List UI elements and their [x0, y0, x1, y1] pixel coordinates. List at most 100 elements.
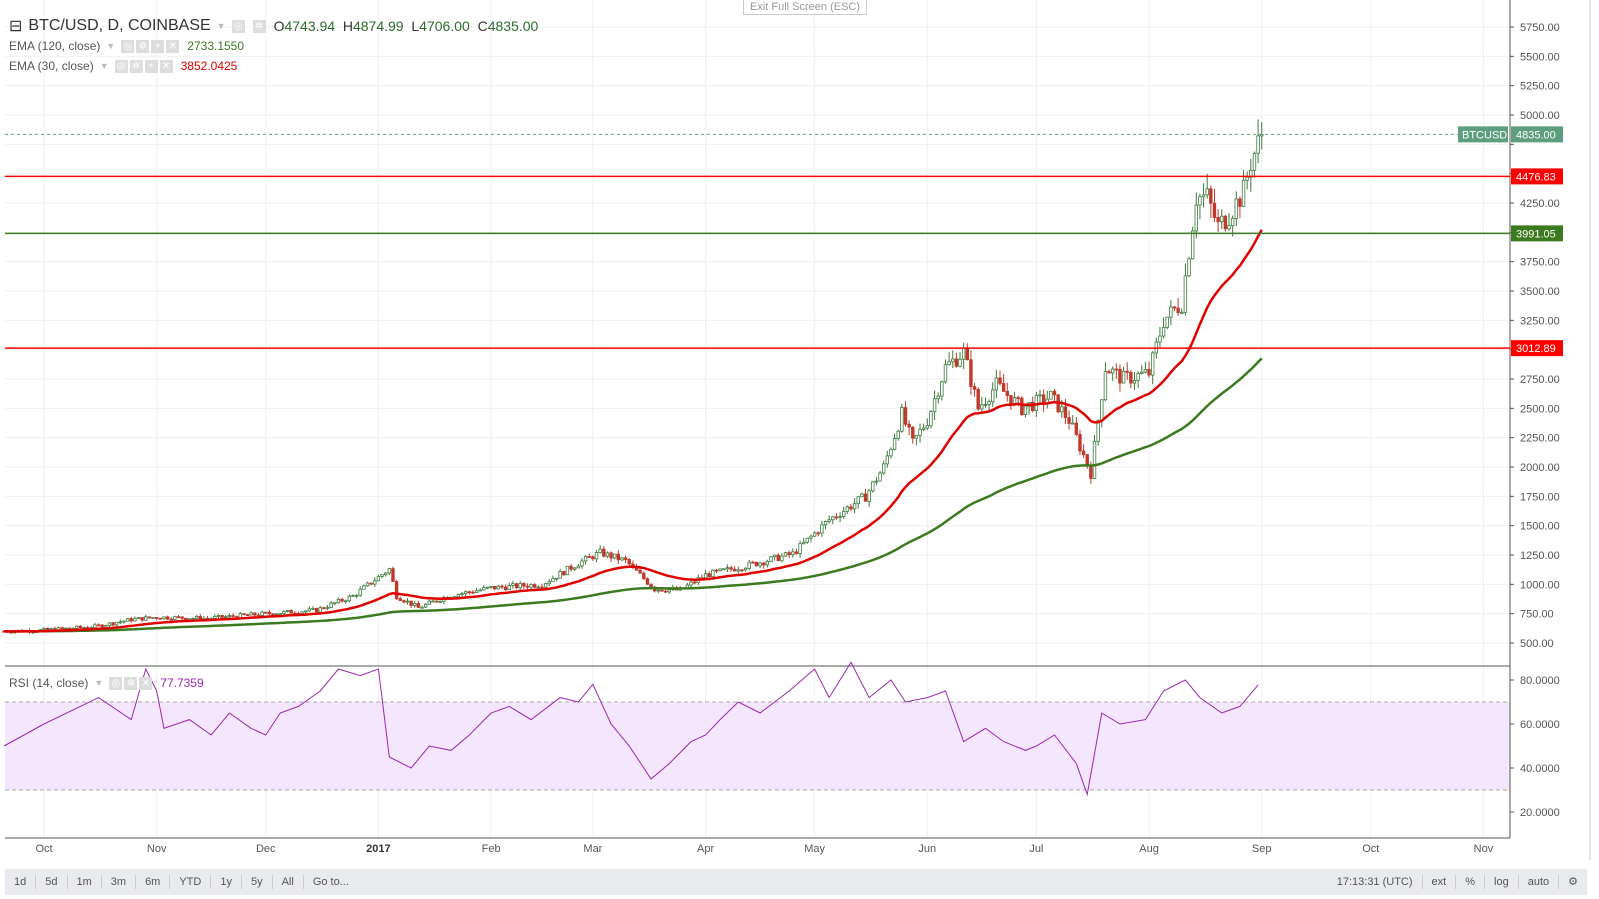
candle-body — [242, 613, 246, 616]
candle-body — [1023, 406, 1028, 416]
candle-body — [972, 386, 977, 390]
eye-icon[interactable]: ◎ — [231, 19, 245, 33]
candle-body — [834, 516, 839, 519]
candle-body — [115, 622, 119, 626]
candle-body — [154, 617, 159, 619]
clock: 17:13:31 (UTC) — [1328, 875, 1423, 889]
price-tick-label: 5250.00 — [1520, 81, 1560, 93]
range-6m[interactable]: 6m — [136, 875, 171, 889]
candle-body — [1190, 230, 1195, 260]
ema30-label[interactable]: EMA (30, close) — [9, 58, 94, 73]
range-1y[interactable]: 1y — [211, 875, 242, 889]
chevron-down-icon[interactable]: ▼ — [106, 40, 116, 51]
ema30-value: 3852.0425 — [180, 58, 238, 73]
candle-body — [907, 423, 911, 428]
candle-body — [1241, 179, 1246, 207]
candle-body — [1096, 420, 1100, 442]
plus-icon[interactable]: + — [144, 60, 158, 73]
percent-toggle[interactable]: % — [1456, 875, 1486, 889]
candle-body — [191, 617, 195, 620]
auto-toggle[interactable]: auto — [1519, 875, 1560, 889]
date-tick-label: Jun — [918, 843, 936, 855]
candle-body — [1230, 218, 1235, 227]
settings-gear-icon[interactable]: ⚙ — [1568, 876, 1578, 888]
chevron-down-icon[interactable]: ▼ — [94, 677, 104, 688]
price-tick-label: 2500.00 — [1520, 403, 1560, 415]
collapse-icon[interactable]: ⊟ — [9, 18, 23, 35]
eye-icon[interactable]: ◎ — [114, 60, 128, 73]
eye-icon[interactable]: ◎ — [109, 677, 123, 690]
log-toggle[interactable]: log — [1485, 875, 1519, 889]
candle-body — [416, 603, 421, 608]
rsi-tick-label: 60.0000 — [1520, 719, 1560, 731]
plus-icon[interactable]: + — [151, 40, 165, 53]
bottom-toolbar: 1d 5d 1m 3m 6m YTD 1y 5y All Go to... 17… — [5, 869, 1587, 895]
price-tick-label: 3500.00 — [1520, 286, 1560, 298]
date-tick-label: Nov — [147, 843, 167, 855]
gear-icon[interactable]: ✲ — [252, 19, 266, 33]
gear-icon[interactable]: ✲ — [124, 677, 138, 690]
candle-body — [1132, 379, 1137, 384]
candle-body — [533, 584, 537, 588]
candle-body — [1143, 369, 1148, 373]
symbol-label: BTCUSD — [1462, 129, 1507, 141]
ext-toggle[interactable]: ext — [1423, 875, 1457, 889]
candle-body — [118, 621, 123, 624]
candle-body — [529, 584, 533, 588]
range-3m[interactable]: 3m — [102, 875, 137, 889]
candle-body — [740, 569, 744, 572]
eye-icon[interactable]: ◎ — [121, 40, 135, 53]
candle-body — [961, 347, 966, 360]
candle-body — [522, 583, 526, 587]
ema30-legend: EMA (30, close) ▼ ◎ ✲ + ✕ 3852.0425 — [9, 58, 237, 73]
candle-body — [387, 568, 392, 574]
candle-body — [413, 603, 417, 606]
exit-fullscreen-button[interactable]: Exit Full Screen (ESC) — [743, 0, 868, 15]
candle-body — [96, 624, 101, 627]
ema-120-line — [4, 357, 1263, 633]
candle-body — [314, 607, 319, 613]
candle-body — [802, 541, 806, 545]
close-icon[interactable]: ✕ — [166, 40, 180, 53]
chevron-down-icon[interactable]: ▼ — [216, 21, 226, 31]
candle-body — [751, 561, 755, 564]
last-price-label-bg — [1511, 126, 1563, 143]
range-ytd[interactable]: YTD — [170, 875, 212, 889]
candle-body — [133, 618, 137, 622]
gear-icon[interactable]: ✲ — [129, 60, 143, 73]
range-5d[interactable]: 5d — [36, 875, 68, 889]
symbol-title[interactable]: BTC/USD, D, COINBASE — [28, 17, 211, 34]
rsi-tick-label: 80.0000 — [1520, 675, 1560, 687]
candle-body — [420, 606, 424, 609]
rsi-label[interactable]: RSI (14, close) — [9, 675, 89, 690]
candle-body — [1169, 306, 1173, 318]
chevron-down-icon[interactable]: ▼ — [99, 60, 109, 71]
candle-body — [605, 552, 610, 557]
candle-body — [380, 574, 384, 577]
range-1m[interactable]: 1m — [68, 875, 102, 889]
candle-body — [794, 551, 799, 554]
candle-body — [914, 434, 919, 439]
candle-body — [929, 411, 933, 427]
candle-body — [569, 565, 573, 570]
range-1d[interactable]: 1d — [5, 875, 37, 889]
range-all[interactable]: All — [273, 875, 304, 889]
candle-body — [158, 617, 163, 620]
date-tick-label: 2017 — [366, 843, 390, 855]
candle-body — [1052, 390, 1057, 396]
candle-body — [965, 347, 969, 361]
gear-icon[interactable]: ✲ — [136, 40, 150, 53]
goto-button[interactable]: Go to... — [312, 876, 349, 888]
close-icon[interactable]: ✕ — [139, 677, 153, 690]
price-tick-label: 1000.00 — [1520, 579, 1560, 591]
candle-body — [151, 617, 155, 619]
close-icon[interactable]: ✕ — [159, 60, 173, 73]
candle-body — [987, 401, 991, 405]
ema120-label[interactable]: EMA (120, close) — [9, 38, 101, 53]
range-5y[interactable]: 5y — [242, 875, 273, 889]
candle-body — [536, 586, 541, 589]
price-tick-label: 4250.00 — [1520, 198, 1560, 210]
candle-body — [271, 613, 275, 616]
candle-body — [1205, 188, 1209, 196]
